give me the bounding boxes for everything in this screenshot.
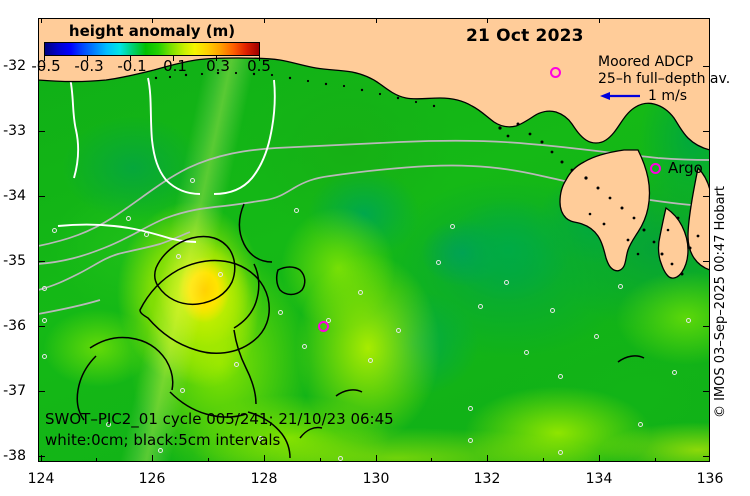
colorbar-tickmark xyxy=(87,56,88,61)
adcp-legend-line1: Moored ADCP xyxy=(598,54,694,70)
y-tick-label: -36 xyxy=(3,318,26,334)
map-plot-area xyxy=(38,18,710,462)
argo-legend-label: Argo xyxy=(668,159,703,177)
x-tick-label: 132 xyxy=(473,471,501,487)
argo-float-marker[interactable] xyxy=(318,321,329,332)
colorbar-tickmark xyxy=(259,56,260,61)
x-tick-label: 134 xyxy=(585,471,613,487)
velocity-arrow-icon xyxy=(600,92,640,100)
colorbar xyxy=(44,42,260,56)
colorbar-tickmark xyxy=(44,56,45,61)
adcp-legend-line2: 25–h full–depth av. xyxy=(598,71,731,87)
caption-dataset: SWOT–PIC2_01 cycle 005/241; 21/10/23 06:… xyxy=(45,410,394,428)
colorbar-title: height anomaly (m) xyxy=(68,22,236,40)
y-tick-label: -33 xyxy=(3,123,26,139)
colorbar-tickmark xyxy=(216,56,217,61)
colorbar-tick-label: 0.1 xyxy=(163,57,187,75)
y-tick-label: -32 xyxy=(3,58,26,74)
colorbar-tick-label: -0.5 xyxy=(31,57,61,75)
adcp-mooring-marker[interactable] xyxy=(550,67,561,78)
x-tick-label: 124 xyxy=(27,471,55,487)
velocity-scale-legend: 1 m/s xyxy=(600,88,687,104)
caption-contours: white:0cm; black:5cm intervals xyxy=(45,431,281,449)
y-tick-label: -38 xyxy=(3,448,26,464)
colorbar-tickmark xyxy=(173,56,174,61)
velocity-scale-label: 1 m/s xyxy=(648,88,688,104)
credit-text: © IMOS 03–Sep–2025 00:47 Hobart xyxy=(713,186,728,419)
x-tick-label: 136 xyxy=(696,471,724,487)
x-tick-label: 128 xyxy=(250,471,278,487)
date-title: 21 Oct 2023 xyxy=(466,26,584,46)
argo-marker-icon xyxy=(650,162,661,174)
y-tick-label: -37 xyxy=(3,383,26,399)
argo-legend: Argo xyxy=(650,159,703,177)
colorbar-tick-label: 0.5 xyxy=(247,57,271,75)
colorbar-tickmark xyxy=(130,56,131,61)
y-tick-label: -35 xyxy=(3,253,26,269)
x-tick-label: 130 xyxy=(362,471,390,487)
colorbar-gradient xyxy=(45,43,259,55)
colorbar-tick-label: -0.3 xyxy=(74,57,104,75)
colorbar-tick-label: 0.3 xyxy=(206,57,230,75)
anomaly-contours-black xyxy=(76,203,645,459)
y-tick-label: -34 xyxy=(3,188,26,204)
colorbar-tick-label: -0.1 xyxy=(117,57,147,75)
x-tick-label: 126 xyxy=(138,471,166,487)
